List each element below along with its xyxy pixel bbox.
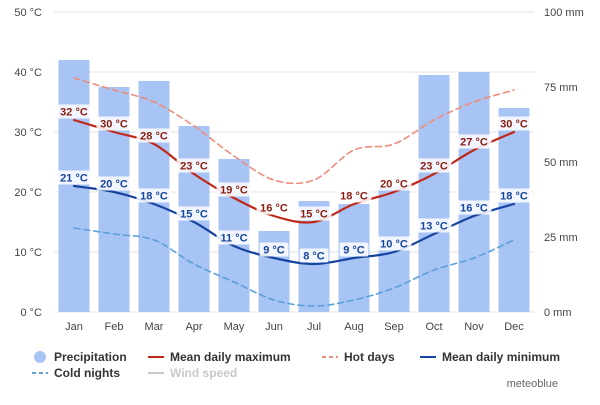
- left-tick-label: 20 °C: [14, 187, 42, 199]
- precipitation-bar[interactable]: [458, 72, 490, 312]
- x-tick-label: Mar: [145, 321, 164, 333]
- max-value-label: 28 °C: [140, 131, 168, 143]
- min-label-bg: [56, 170, 92, 185]
- max-label-bg: [136, 128, 172, 143]
- max-value-label: 18 °C: [340, 191, 368, 203]
- min-label-bg: [216, 230, 252, 245]
- legend-item-hot-days[interactable]: Hot days: [322, 350, 395, 364]
- left-tick-label: 10 °C: [14, 247, 42, 259]
- max-label-bg: [176, 158, 212, 173]
- value-labels-layer: 32 °C 30 °C 28 °C 23 °C 19 °C 16 °C 15 °C 18 °C…: [56, 104, 532, 263]
- max-label-bg: [216, 182, 252, 197]
- x-tick-label: Oct: [425, 321, 442, 333]
- axis-layer: 0 °C 10 °C 20 °C 30 °C 40 °C 50 °C 0 mm 25 mm 50…: [14, 7, 583, 333]
- max-label-bg: [376, 176, 412, 191]
- legend: Precipitation Mean daily maximum Hot days M…: [32, 350, 560, 380]
- x-tick-label: May: [224, 321, 245, 333]
- min-value-label: 11 °C: [220, 233, 247, 245]
- x-tick-label: Apr: [185, 321, 202, 333]
- left-tick-label: 40 °C: [14, 67, 42, 79]
- max-value-label: 27 °C: [460, 137, 488, 149]
- right-tick-label: 75 mm: [544, 82, 578, 94]
- min-label-bg: [456, 200, 492, 215]
- legend-item-wind-speed[interactable]: Wind speed: [148, 366, 237, 380]
- min-value-label: 9 °C: [263, 245, 285, 257]
- min-label-bg: [136, 188, 172, 203]
- max-value-label: 19 °C: [220, 185, 248, 197]
- min-label-bg: [176, 206, 212, 221]
- legend-label: Wind speed: [170, 366, 237, 380]
- max-label-bg: [416, 158, 452, 173]
- cold-nights-line[interactable]: [73, 227, 515, 307]
- hot-days-line[interactable]: [73, 77, 515, 185]
- min-label-bg: [339, 242, 369, 257]
- max-value-label: 30 °C: [500, 119, 528, 131]
- max-value-label: 23 °C: [420, 161, 448, 173]
- min-value-label: 10 °C: [380, 239, 408, 251]
- legend-label: Mean daily minimum: [442, 350, 560, 364]
- min-value-label: 9 °C: [343, 245, 365, 257]
- min-value-label: 21 °C: [60, 173, 88, 185]
- min-label-bg: [416, 218, 452, 233]
- legend-circle-icon: [34, 351, 46, 363]
- x-tick-label: Jul: [307, 321, 321, 333]
- min-value-label: 15 °C: [180, 209, 208, 221]
- right-tick-label: 25 mm: [544, 232, 578, 244]
- left-tick-label: 0 °C: [20, 307, 42, 319]
- max-value-label: 32 °C: [60, 107, 88, 119]
- max-label-bg: [256, 200, 292, 215]
- left-tick-label: 50 °C: [14, 7, 42, 19]
- credit-text[interactable]: meteoblue: [507, 378, 558, 390]
- min-value-label: 8 °C: [303, 251, 325, 263]
- min-value-label: 16 °C: [460, 203, 488, 215]
- min-label-bg: [376, 236, 412, 251]
- grid-layer: [54, 11, 534, 313]
- max-value-label: 16 °C: [260, 203, 288, 215]
- max-label-bg: [496, 116, 532, 131]
- max-value-label: 15 °C: [300, 209, 328, 221]
- min-value-label: 20 °C: [100, 179, 128, 191]
- legend-item-mean-daily-minimum[interactable]: Mean daily minimum: [420, 350, 560, 364]
- x-tick-label: Jan: [65, 321, 83, 333]
- min-label-bg: [259, 242, 289, 257]
- x-tick-label: Jun: [265, 321, 283, 333]
- min-label-bg: [96, 176, 132, 191]
- right-tick-label: 50 mm: [544, 157, 578, 169]
- x-tick-label: Feb: [105, 321, 124, 333]
- precipitation-bar[interactable]: [498, 108, 530, 312]
- min-label-bg: [496, 188, 532, 203]
- legend-label: Mean daily maximum: [170, 350, 291, 364]
- max-label-bg: [296, 206, 332, 221]
- legend-item-cold-nights[interactable]: Cold nights: [32, 366, 120, 380]
- legend-item-mean-daily-maximum[interactable]: Mean daily maximum: [148, 350, 291, 364]
- right-tick-label: 0 mm: [544, 307, 572, 319]
- max-value-label: 20 °C: [380, 179, 408, 191]
- min-value-label: 18 °C: [140, 191, 168, 203]
- x-tick-label: Nov: [464, 321, 484, 333]
- precipitation-bar[interactable]: [418, 75, 450, 312]
- min-value-label: 13 °C: [420, 221, 448, 233]
- x-tick-label: Dec: [504, 321, 524, 333]
- max-value-label: 30 °C: [100, 119, 128, 131]
- max-label-bg: [96, 116, 132, 131]
- legend-label: Hot days: [344, 350, 395, 364]
- legend-item-precipitation[interactable]: Precipitation: [34, 350, 127, 364]
- max-label-bg: [456, 134, 492, 149]
- legend-label: Precipitation: [54, 350, 127, 364]
- right-tick-label: 100 mm: [544, 7, 584, 19]
- min-label-bg: [299, 248, 329, 263]
- min-value-label: 18 °C: [500, 191, 528, 203]
- max-label-bg: [336, 188, 372, 203]
- max-label-bg: [56, 104, 92, 119]
- left-tick-label: 30 °C: [14, 127, 42, 139]
- x-tick-label: Sep: [384, 321, 404, 333]
- max-value-label: 23 °C: [180, 161, 208, 173]
- x-tick-label: Aug: [344, 321, 364, 333]
- legend-label: Cold nights: [54, 366, 120, 380]
